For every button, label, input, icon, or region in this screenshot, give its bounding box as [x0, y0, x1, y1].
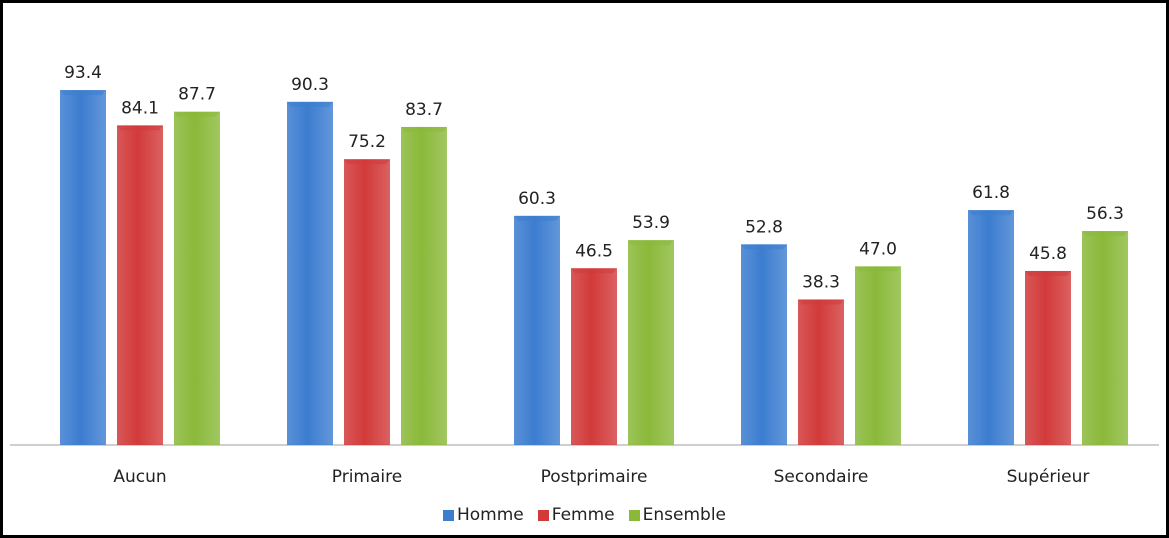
x-tick-label-0: Aucun	[113, 467, 166, 487]
value-label-femme-1: 75.2	[348, 132, 386, 152]
value-label-femme-0: 84.1	[121, 98, 159, 118]
legend-item-ensemble: Ensemble	[628, 505, 727, 525]
bar-femme-2	[571, 268, 617, 445]
bar-cap-ensemble-4	[1082, 231, 1128, 237]
value-label-femme-3: 38.3	[802, 272, 840, 292]
bar-homme-4	[968, 210, 1014, 445]
bar-cap-femme-2	[571, 268, 617, 274]
legend-item-homme: Homme	[442, 505, 524, 525]
value-label-ensemble-0: 87.7	[178, 85, 216, 105]
x-tick-label-4: Supérieur	[1007, 467, 1090, 487]
bar-femme-0	[117, 125, 163, 446]
bar-homme-2	[514, 215, 560, 445]
bar-homme-3	[741, 244, 787, 445]
bar-cap-femme-4	[1025, 270, 1071, 276]
legend-item-femme: Femme	[537, 505, 615, 525]
value-label-homme-2: 60.3	[518, 189, 556, 209]
value-label-homme-3: 52.8	[745, 217, 783, 237]
value-label-ensemble-1: 83.7	[405, 100, 443, 120]
bar-homme-1	[287, 101, 333, 446]
value-label-homme-4: 61.8	[972, 183, 1010, 203]
legend-label-ensemble: Ensemble	[642, 505, 727, 525]
bar-cap-femme-0	[117, 125, 163, 131]
legend-label-homme: Homme	[456, 505, 524, 525]
bar-femme-3	[798, 299, 844, 445]
x-tick-label-2: Postprimaire	[541, 467, 648, 487]
bar-ensemble-2	[628, 240, 674, 445]
bar-ensemble-4	[1082, 231, 1128, 445]
bar-cap-homme-0	[60, 90, 106, 96]
x-tick-label-3: Secondaire	[774, 467, 869, 487]
bar-homme-0	[60, 90, 106, 445]
value-label-ensemble-2: 53.9	[632, 213, 670, 233]
legend-swatch-homme	[442, 509, 454, 521]
bar-cap-homme-3	[741, 244, 787, 250]
bar-ensemble-3	[855, 266, 901, 445]
value-label-femme-2: 46.5	[575, 241, 613, 261]
value-label-homme-0: 93.4	[64, 63, 102, 83]
bar-cap-homme-1	[287, 101, 333, 107]
value-label-ensemble-3: 47.0	[859, 239, 897, 259]
bar-ensemble-1	[401, 126, 447, 445]
bar-cap-ensemble-0	[174, 111, 220, 117]
bar-cap-homme-2	[514, 215, 560, 221]
bar-cap-femme-1	[344, 159, 390, 165]
bar-ensemble-0	[174, 111, 220, 446]
bar-cap-homme-4	[968, 210, 1014, 216]
value-label-femme-4: 45.8	[1029, 244, 1067, 264]
bar-cap-femme-3	[798, 299, 844, 305]
legend: Homme Femme Ensemble	[0, 505, 1169, 525]
legend-swatch-ensemble	[628, 509, 640, 521]
value-label-homme-1: 90.3	[291, 75, 329, 95]
bar-cap-ensemble-3	[855, 266, 901, 272]
bar-cap-ensemble-1	[401, 126, 447, 132]
bar-cap-ensemble-2	[628, 240, 674, 246]
bar-femme-4	[1025, 270, 1071, 445]
legend-swatch-femme	[537, 509, 549, 521]
value-label-ensemble-4: 56.3	[1086, 204, 1124, 224]
legend-label-femme: Femme	[551, 505, 615, 525]
x-tick-label-1: Primaire	[332, 467, 402, 487]
bar-femme-1	[344, 159, 390, 446]
